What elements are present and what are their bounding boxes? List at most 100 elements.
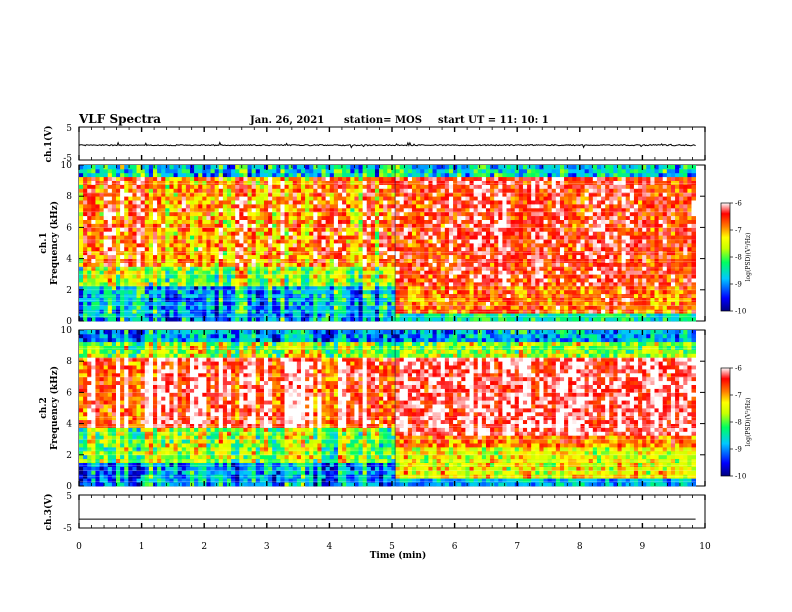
spectrogram-cell [399, 285, 405, 291]
spectrogram-cell [407, 243, 413, 248]
spectrogram-cell [321, 172, 327, 178]
spectrogram-cell [169, 165, 174, 170]
spectrogram-cell [288, 278, 294, 283]
spectrogram-cell [157, 293, 162, 298]
spectrogram-cell [169, 207, 174, 213]
spectrogram-cell [539, 297, 544, 302]
spectrogram-cell [506, 172, 512, 178]
spectrogram-cell [469, 305, 475, 310]
spectrogram-cell [259, 207, 265, 213]
spectrogram-cell [263, 223, 269, 228]
spectrogram-cell [91, 243, 96, 248]
spectrogram-cell [403, 215, 409, 220]
spectrogram-cell [226, 219, 232, 224]
spectrogram-cell [432, 309, 438, 314]
spectrogram-cell [243, 215, 248, 220]
spectrogram-cell [91, 184, 96, 189]
spectrogram-cell [148, 246, 154, 252]
spectrogram-cell [539, 246, 544, 252]
spectrogram-cell [448, 204, 454, 209]
spectrogram-cell [469, 317, 475, 322]
spectrogram-cell [555, 207, 561, 213]
spectrogram-cell [313, 176, 318, 181]
spectrogram-cell [333, 313, 339, 318]
spectrogram-cell [539, 235, 544, 240]
spectrogram-cell [317, 204, 322, 209]
spectrogram-cell [448, 258, 454, 263]
spectrogram-cell [292, 250, 298, 256]
spectrogram-cell [490, 219, 495, 224]
spectrogram-cell [572, 278, 577, 283]
spectrogram-cell [95, 165, 100, 170]
spectrogram-cell [522, 180, 528, 185]
spectrogram-cell [555, 188, 561, 193]
spectrogram-cell [518, 168, 524, 174]
spectrogram-cell [551, 219, 557, 224]
spectrogram-cell [527, 246, 532, 252]
spectrogram-cell [432, 297, 438, 302]
spectrogram-cell [95, 254, 100, 259]
spectrogram-cell [555, 301, 561, 306]
spectrogram-cell [268, 180, 273, 185]
spectrogram-cell [490, 309, 495, 314]
spectrogram-cell [292, 223, 298, 228]
spectrogram-cell [354, 239, 359, 244]
spectrogram-cell [350, 285, 355, 291]
spectrogram-cell [259, 188, 265, 193]
spectrogram-cell [461, 243, 466, 248]
spectrogram-cell [502, 227, 507, 232]
spectrogram-cell [239, 223, 244, 228]
spectrogram-cell [325, 215, 331, 220]
spectrogram-cell [383, 172, 388, 178]
spectrogram-cell [103, 172, 109, 178]
spectrogram-cell [551, 282, 557, 287]
spectrogram-cell [124, 250, 129, 256]
spectrogram-cell [391, 239, 396, 244]
spectrogram-cell [453, 282, 458, 287]
spectrogram-cell [506, 297, 512, 302]
spectrogram-cell [263, 258, 269, 263]
spectrogram-cell [259, 293, 265, 298]
spectrogram-cell [300, 165, 306, 170]
spectrogram-cell [374, 165, 380, 170]
spectrogram-cell [284, 176, 290, 181]
spectrogram-cell [116, 239, 121, 244]
spectrogram-cell [120, 309, 125, 314]
spectrogram-cell [268, 297, 273, 302]
spectrogram-cell [432, 282, 438, 287]
spectrogram-cell [444, 235, 450, 240]
spectrogram-cell [342, 282, 347, 287]
spectrogram-cell [148, 211, 154, 217]
spectrogram-cell [444, 282, 450, 287]
spectrogram-cell [387, 176, 392, 181]
spectrogram-cell [358, 243, 364, 248]
spectrogram-cell [469, 285, 475, 291]
spectrogram-cell [280, 266, 285, 271]
spectrogram-cell [255, 196, 261, 201]
spectrogram-cell [490, 211, 495, 217]
spectrogram-cell [99, 235, 105, 240]
spectrogram-cell [144, 215, 150, 220]
spectrogram-cell [473, 258, 479, 263]
spectrogram-cell [465, 243, 470, 248]
spectrogram-cell [485, 196, 491, 201]
spectrogram-cell [374, 243, 380, 248]
spectrogram-cell [292, 184, 298, 189]
spectrogram-cell [555, 192, 561, 197]
spectrogram-cell [461, 204, 466, 209]
spectrogram-cell [350, 235, 355, 240]
spectrogram-cell [321, 207, 327, 213]
spectrogram-cell [391, 215, 396, 220]
spectrogram-cell [485, 305, 491, 310]
spectrogram-cell [461, 207, 466, 213]
spectrogram-cell [107, 254, 113, 259]
spectrogram-cell [379, 231, 384, 236]
spectrogram-cell [518, 278, 524, 283]
spectrogram-cell [366, 278, 372, 283]
spectrogram-cell [461, 289, 466, 295]
spectrogram-cell [292, 285, 298, 291]
spectrogram-cell [255, 278, 261, 283]
spectrogram-cell [280, 243, 285, 248]
spectrogram-cell [189, 243, 195, 248]
spectrogram-cell [555, 282, 561, 287]
